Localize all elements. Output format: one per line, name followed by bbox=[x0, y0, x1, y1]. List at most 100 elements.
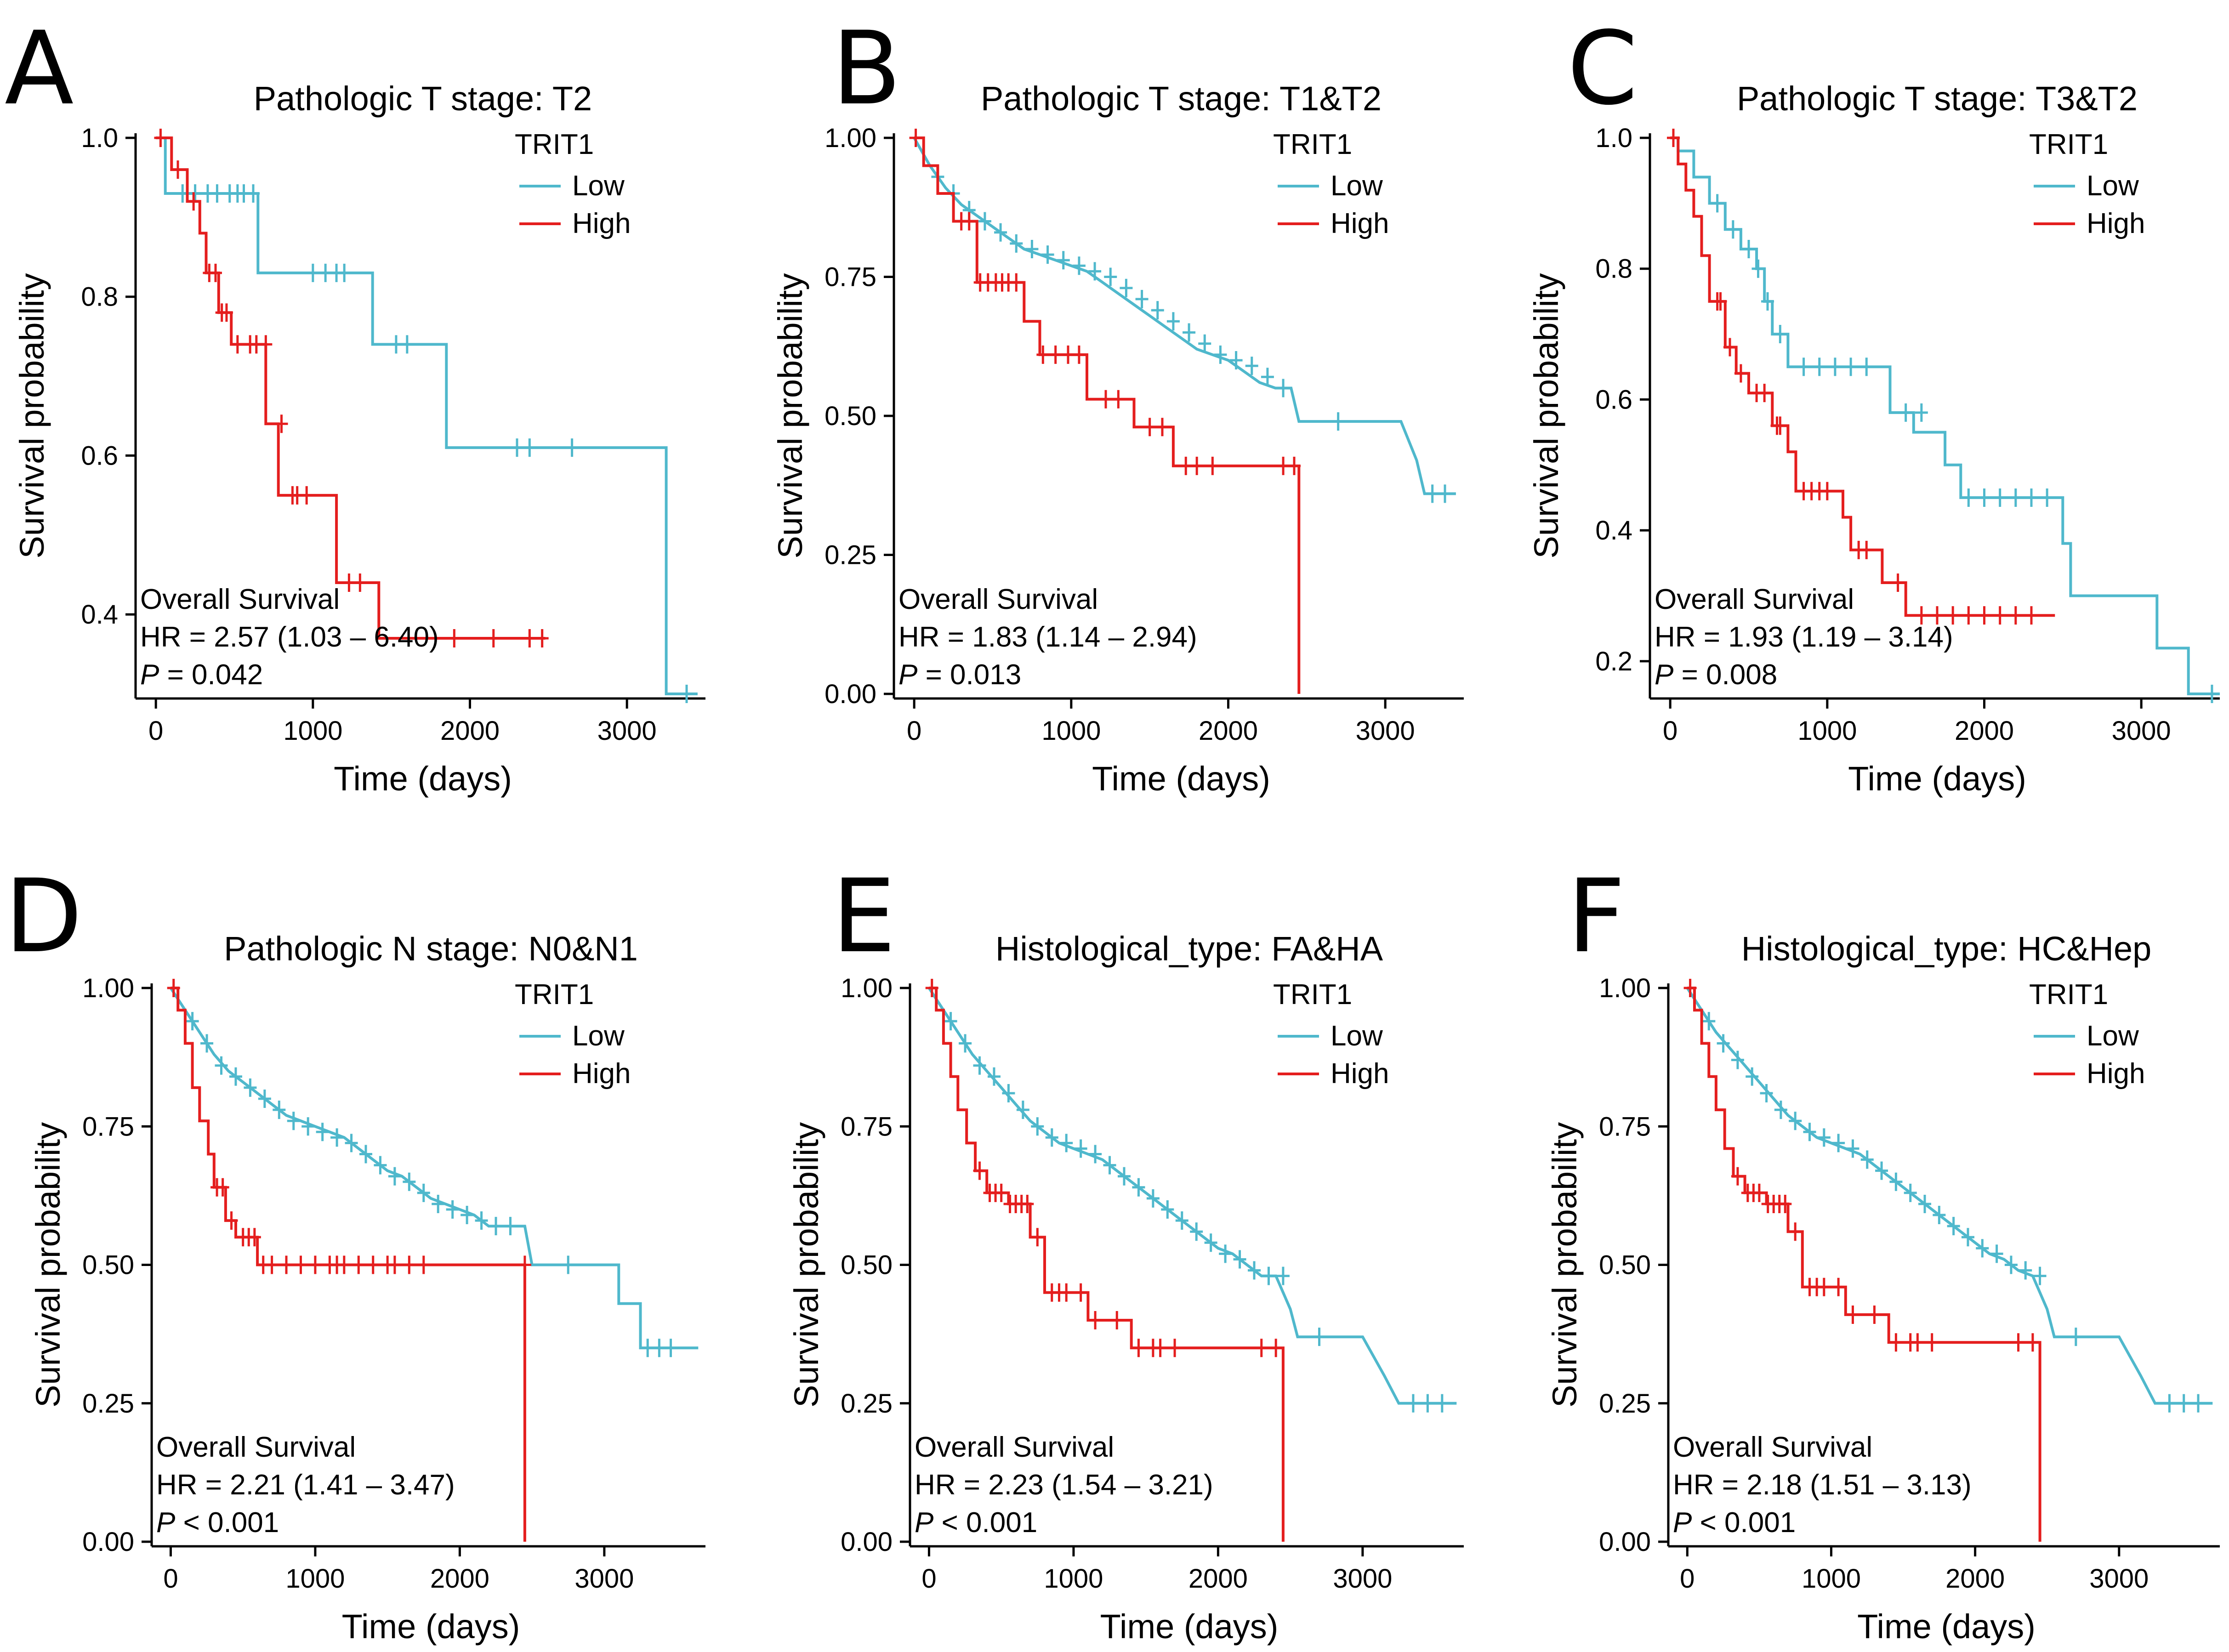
censor-marks-high bbox=[1683, 979, 2039, 1352]
p-value: = 0.008 bbox=[1673, 659, 1777, 691]
y-tick-label: 0.00 bbox=[825, 679, 876, 709]
annotation-title: Overall Survival bbox=[898, 584, 1098, 615]
y-tick-label: 0.00 bbox=[841, 1527, 893, 1557]
legend-label-high: High bbox=[2087, 208, 2145, 239]
p-symbol: P bbox=[915, 1507, 933, 1538]
chart-title: Pathologic T stage: T1&T2 bbox=[981, 79, 1382, 118]
annotation-hr: HR = 1.83 (1.14 – 2.94) bbox=[898, 621, 1197, 653]
legend-title: TRIT1 bbox=[1273, 129, 1352, 160]
p-value: = 0.013 bbox=[917, 659, 1021, 691]
censor-marks-low bbox=[944, 1012, 1449, 1413]
x-tick-label: 0 bbox=[907, 716, 921, 746]
legend-title: TRIT1 bbox=[2029, 979, 2108, 1011]
panel-c: C Pathologic T stage: T3&T2 0 1000 2000 3000 0… bbox=[1527, 10, 2220, 798]
chart-title: Pathologic T stage: T2 bbox=[254, 79, 592, 118]
legend-label-high: High bbox=[2087, 1058, 2145, 1090]
x-tick-label: 2000 bbox=[440, 716, 500, 746]
y-tick-label: 0.00 bbox=[1599, 1527, 1651, 1557]
y-axis-label: Survival probability bbox=[771, 273, 809, 558]
survival-curve-high bbox=[929, 987, 1285, 1542]
annotation-pvalue: P < 0.001 bbox=[915, 1507, 1037, 1538]
y-tick-label: 0.6 bbox=[81, 441, 118, 471]
x-tick-label: 3000 bbox=[2112, 716, 2171, 746]
p-value: < 0.001 bbox=[175, 1507, 279, 1538]
survival-curve-low bbox=[913, 137, 1456, 495]
panel-letter: B bbox=[832, 10, 901, 127]
annotation-title: Overall Survival bbox=[1655, 584, 1854, 615]
panel-f: F Histological_type: HC&Hep 0 1000 2000 3000 0… bbox=[1546, 857, 2220, 1646]
x-tick-label: 2000 bbox=[1199, 716, 1258, 746]
chart-title: Histological_type: FA&HA bbox=[995, 930, 1383, 968]
chart-title: Pathologic T stage: T3&T2 bbox=[1737, 79, 2138, 118]
x-tick-label: 0 bbox=[148, 716, 163, 746]
legend-title: TRIT1 bbox=[1273, 979, 1352, 1011]
legend-label-high: High bbox=[1331, 1058, 1389, 1090]
annotation-title: Overall Survival bbox=[1673, 1431, 1872, 1463]
p-symbol: P bbox=[1673, 1507, 1692, 1538]
x-tick-label: 1000 bbox=[1044, 1564, 1103, 1594]
survival-curve-low bbox=[156, 136, 698, 695]
y-tick-label: 0.25 bbox=[841, 1389, 893, 1419]
legend-title: TRIT1 bbox=[515, 979, 594, 1011]
y-tick-label: 1.00 bbox=[82, 973, 134, 1003]
censor-marks-high bbox=[1667, 129, 2038, 625]
y-tick-label: 0.4 bbox=[81, 600, 118, 630]
legend-label-low: Low bbox=[572, 170, 625, 202]
x-tick-label: 3000 bbox=[597, 716, 657, 746]
panel-d: D Pathologic N stage: N0&N1 0 1000 2000 3000 0… bbox=[5, 857, 705, 1646]
y-tick-label: 1.0 bbox=[1595, 123, 1632, 153]
y-tick-label: 1.00 bbox=[841, 973, 893, 1003]
chart-title: Pathologic N stage: N0&N1 bbox=[224, 930, 638, 968]
censor-marks-low bbox=[1711, 194, 2218, 703]
p-symbol: P bbox=[1655, 659, 1673, 691]
panel-letter: C bbox=[1567, 10, 1638, 127]
y-tick-label: 0.25 bbox=[825, 540, 876, 570]
panel-letter: F bbox=[1567, 857, 1626, 975]
y-tick-label: 0.50 bbox=[1599, 1250, 1651, 1280]
annotation-pvalue: P = 0.008 bbox=[1655, 659, 1777, 691]
censor-marks-high bbox=[154, 129, 549, 647]
censor-marks-low bbox=[186, 1012, 677, 1357]
annotation-pvalue: P < 0.001 bbox=[156, 1507, 279, 1538]
x-axis-label: Time (days) bbox=[1092, 760, 1270, 798]
x-tick-label: 3000 bbox=[574, 1564, 634, 1594]
y-tick-label: 1.0 bbox=[81, 123, 118, 153]
x-tick-label: 0 bbox=[1680, 1564, 1694, 1594]
x-tick-label: 0 bbox=[921, 1564, 936, 1594]
y-tick-label: 0.50 bbox=[841, 1250, 893, 1280]
panel-e: E Histological_type: FA&HA 0 1000 2000 3000 0.… bbox=[787, 857, 1464, 1646]
annotation-hr: HR = 2.57 (1.03 – 6.40) bbox=[140, 621, 439, 653]
x-tick-label: 3000 bbox=[1333, 1564, 1392, 1594]
x-axis-label: Time (days) bbox=[1848, 760, 2026, 798]
panel-letter: E bbox=[832, 857, 896, 975]
y-tick-label: 0.75 bbox=[841, 1112, 893, 1141]
x-tick-label: 2000 bbox=[1955, 716, 2014, 746]
censor-marks-high bbox=[925, 979, 1283, 1357]
y-tick-label: 1.00 bbox=[1599, 973, 1651, 1003]
x-tick-label: 1000 bbox=[285, 1564, 345, 1594]
p-symbol: P bbox=[898, 659, 917, 691]
y-tick-label: 0.75 bbox=[825, 262, 876, 292]
x-tick-label: 1000 bbox=[1802, 1564, 1861, 1594]
x-tick-label: 1000 bbox=[1041, 716, 1101, 746]
y-tick-label: 0.8 bbox=[1595, 254, 1632, 284]
y-axis-label: Survival probability bbox=[1527, 273, 1565, 558]
legend-label-low: Low bbox=[572, 1020, 625, 1052]
panel-letter: D bbox=[5, 857, 82, 975]
chart-title: Histological_type: HC&Hep bbox=[1741, 930, 2152, 968]
p-symbol: P bbox=[140, 659, 159, 691]
y-tick-label: 0.6 bbox=[1595, 385, 1632, 414]
survival-curve-low bbox=[1670, 136, 2220, 695]
x-axis-label: Time (days) bbox=[1100, 1607, 1279, 1646]
annotation-title: Overall Survival bbox=[140, 584, 340, 615]
x-tick-label: 3000 bbox=[2089, 1564, 2149, 1594]
legend-label-low: Low bbox=[2087, 1020, 2139, 1052]
panel-letter: A bbox=[5, 10, 74, 127]
legend-title: TRIT1 bbox=[2029, 129, 2108, 160]
annotation-pvalue: P = 0.042 bbox=[140, 659, 263, 691]
y-tick-label: 0.2 bbox=[1595, 647, 1632, 676]
y-tick-label: 1.00 bbox=[825, 123, 876, 153]
x-tick-label: 3000 bbox=[1356, 716, 1415, 746]
legend-label-low: Low bbox=[2087, 170, 2139, 202]
